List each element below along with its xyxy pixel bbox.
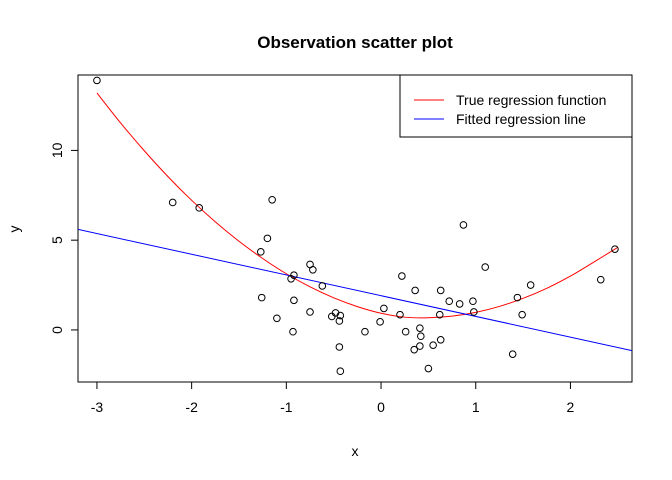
data-point [290,271,298,279]
legend-label-fitted-line: Fitted regression line [456,111,586,127]
data-point [398,272,406,280]
data-point [257,293,266,302]
fitted-regression-line [78,228,632,352]
data-point [289,327,297,336]
data-point [263,234,272,243]
data-point [611,245,619,253]
y-tick-label: 5 [49,236,65,244]
data-point [290,296,298,305]
x-tick-label: -1 [280,399,293,415]
x-axis: -3 -2 -1 0 1 2 [91,381,575,415]
data-point [424,364,433,373]
y-tick-label: 0 [49,326,65,334]
points-layer [93,76,619,376]
true-regression-curve [96,92,619,319]
x-tick-label: 1 [472,399,480,415]
data-point [518,310,526,319]
data-point [335,343,344,351]
data-point [526,281,535,289]
data-point [376,318,384,326]
data-point [380,304,388,313]
data-point [429,341,437,349]
data-point [481,263,490,271]
y-axis-label: y [6,226,22,233]
data-point [327,312,336,321]
data-point [470,308,478,316]
data-point [410,345,418,354]
data-point [411,286,419,295]
data-point [306,308,314,316]
data-point [335,317,344,325]
data-point [336,367,345,376]
x-axis-label: x [352,443,359,459]
data-point [513,293,522,302]
x-tick-label: -3 [91,399,104,415]
data-point [268,195,276,204]
data-point [469,297,477,306]
data-point [309,265,317,274]
data-point [168,198,177,207]
data-point [318,282,327,290]
legend: True regression function Fitted regressi… [399,74,633,138]
x-tick-label: 2 [567,399,575,415]
data-point [459,221,468,229]
data-point [416,324,424,332]
data-point [401,327,410,336]
data-point [436,336,445,344]
series-layer [78,92,632,352]
data-point [445,297,454,306]
data-point [256,248,265,256]
data-point [336,311,345,320]
legend-box [399,74,633,138]
chart-title: Observation scatter plot [257,33,453,52]
y-tick-label: 10 [49,142,65,158]
x-tick-label: -2 [185,399,198,415]
x-tick-label: 0 [377,399,385,415]
data-point [596,275,605,284]
data-point [273,314,281,323]
data-point [435,310,444,319]
data-point [195,204,204,212]
data-point [93,76,101,85]
data-point [416,342,424,350]
data-point [508,350,517,358]
data-point [417,332,425,341]
data-point [396,310,404,319]
legend-label-true-regression: True regression function [456,92,606,108]
data-point [436,286,445,295]
data-point [455,300,464,308]
data-point [361,327,369,336]
y-axis: 0 5 10 [49,142,79,334]
